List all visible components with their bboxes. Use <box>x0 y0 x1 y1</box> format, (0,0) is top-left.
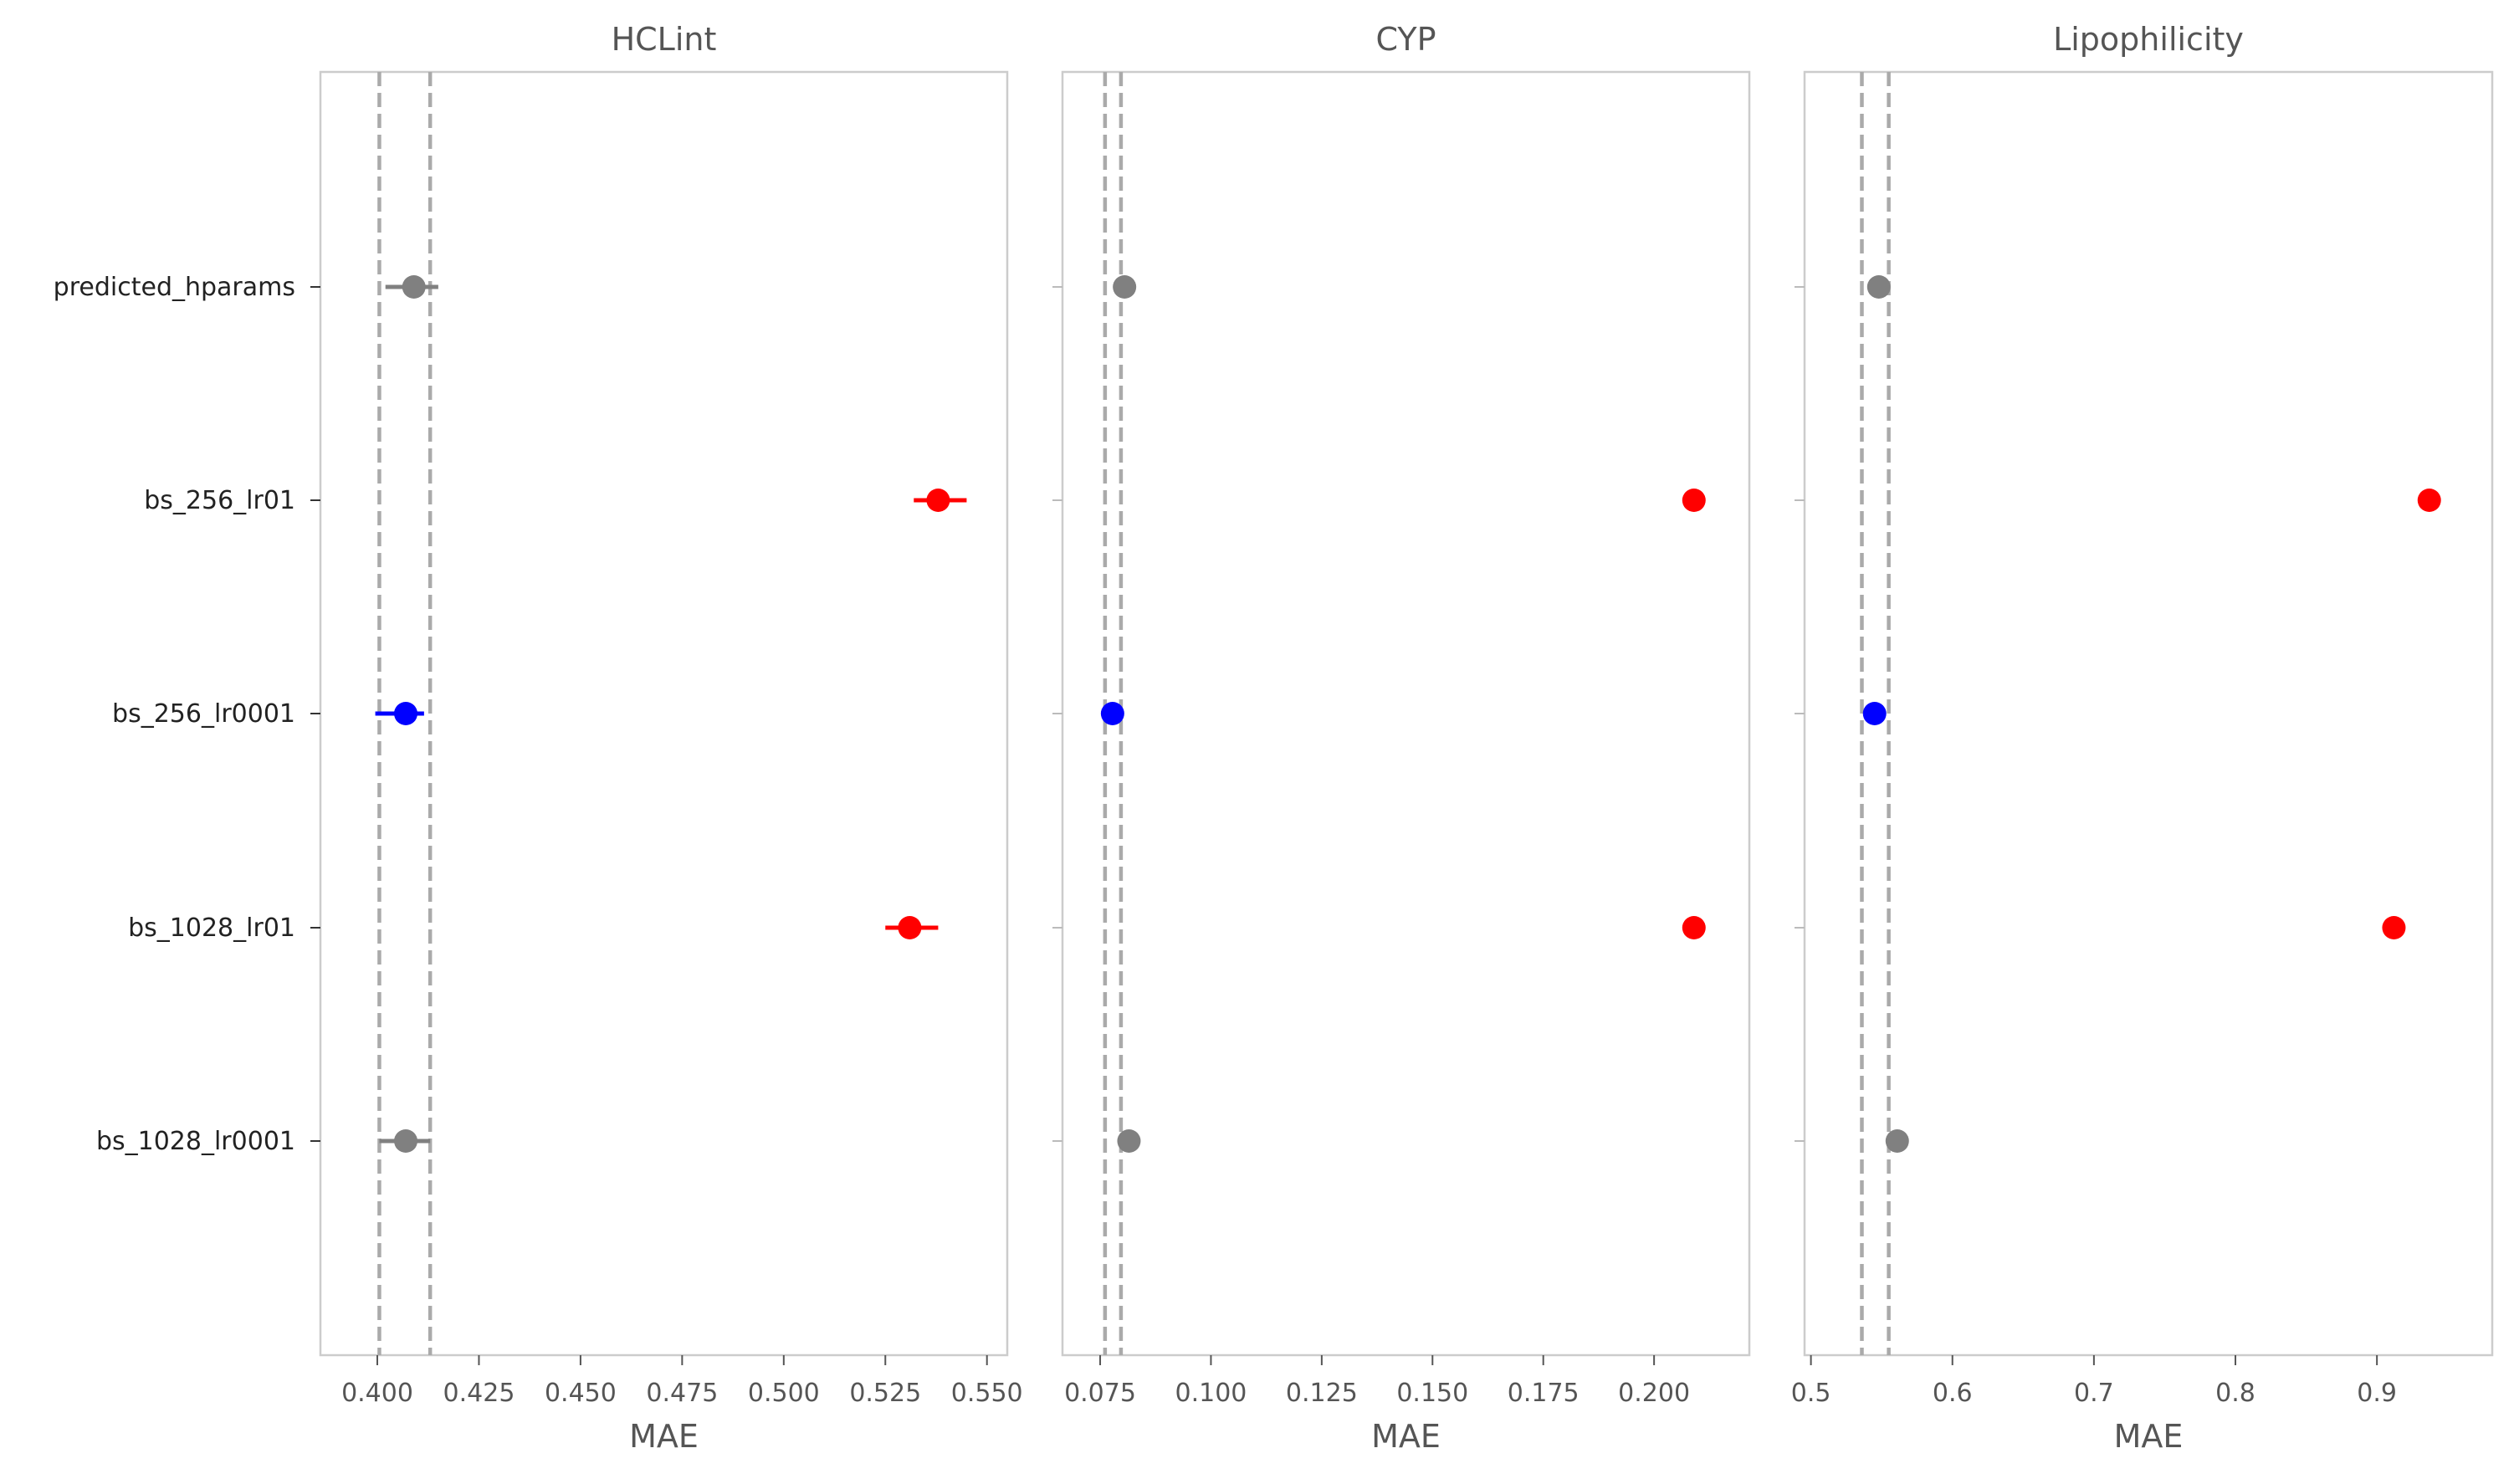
data-point <box>926 489 950 512</box>
data-point <box>394 1129 418 1153</box>
x-axis-label: MAE <box>2114 1418 2184 1455</box>
data-point <box>1885 1129 1909 1153</box>
data-point <box>1117 1129 1141 1153</box>
x-tick-label: 0.125 <box>1286 1379 1358 1408</box>
x-tick-label: 0.450 <box>545 1379 617 1408</box>
x-tick-label: 0.525 <box>849 1379 921 1408</box>
x-axis-label: MAE <box>1371 1418 1441 1455</box>
chart-title: CYP <box>1376 21 1436 58</box>
x-tick-label: 0.550 <box>951 1379 1023 1408</box>
x-tick-label: 0.100 <box>1175 1379 1247 1408</box>
data-point <box>898 916 922 939</box>
chart-title: Lipophilicity <box>2053 21 2244 58</box>
data-point <box>1866 275 1891 299</box>
plot-area-frame <box>1803 70 2494 1357</box>
chart-panel-0: HCLint MAE 0.400 0.425 0.450 0.475 0.500 0.525 0… <box>54 21 1023 1455</box>
data-point <box>394 702 418 725</box>
x-tick-label: 0.500 <box>748 1379 820 1408</box>
x-tick-label: 0.5 <box>1791 1379 1831 1408</box>
data-point <box>1113 275 1137 299</box>
data-point <box>1100 702 1124 725</box>
y-tick-label: bs_1028_lr01 <box>128 913 295 943</box>
x-tick-label: 0.475 <box>646 1379 718 1408</box>
x-tick-label: 0.175 <box>1508 1379 1580 1408</box>
x-tick-label: 0.425 <box>443 1379 515 1408</box>
data-point <box>402 275 426 299</box>
chart-title: HCLint <box>612 21 717 58</box>
x-tick-label: 0.6 <box>1933 1379 1973 1408</box>
x-axis-label: MAE <box>629 1418 699 1455</box>
chart-panel-1: CYP MAE 0.075 0.100 0.125 0.150 0.175 0.200 <box>1052 21 1751 1455</box>
x-tick-label: 0.075 <box>1064 1379 1136 1408</box>
x-tick-label: 0.7 <box>2074 1379 2114 1408</box>
plot-area-frame <box>1061 70 1751 1357</box>
data-point <box>2382 916 2406 939</box>
chart-panel-2: Lipophilicity MAE 0.5 0.6 0.7 0.8 0.9 <box>1791 21 2494 1455</box>
x-tick-label: 0.9 <box>2357 1379 2397 1408</box>
x-tick-label: 0.8 <box>2215 1379 2255 1408</box>
data-point <box>1862 702 1887 725</box>
x-tick-label: 0.150 <box>1396 1379 1468 1408</box>
data-point <box>1682 916 1706 939</box>
y-tick-label: bs_1028_lr0001 <box>96 1127 295 1156</box>
y-tick-label: bs_256_lr0001 <box>112 699 295 729</box>
data-point <box>1682 489 1706 512</box>
x-tick-label: 0.400 <box>341 1379 413 1408</box>
x-tick-label: 0.200 <box>1618 1379 1690 1408</box>
y-tick-label: bs_256_lr01 <box>144 486 295 515</box>
data-point <box>2417 489 2441 512</box>
y-tick-label: predicted_hparams <box>54 273 295 302</box>
